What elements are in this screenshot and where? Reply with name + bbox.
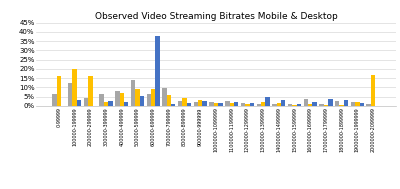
Bar [57,76,61,106]
Bar [241,103,245,106]
Bar [202,101,207,106]
Bar [261,102,265,106]
Bar [187,103,191,106]
Bar [178,101,182,106]
Bar [335,101,340,106]
Bar [210,102,214,106]
Bar [312,102,317,106]
Bar [328,99,332,106]
Bar [281,100,286,106]
Bar [304,99,308,106]
Bar [351,102,355,106]
Bar [171,104,176,106]
Bar [344,100,348,106]
Bar [355,102,360,106]
Bar [245,104,250,106]
Bar [225,101,230,106]
Bar [104,102,108,106]
Bar [135,89,140,106]
Bar [297,104,301,106]
Bar [182,98,187,106]
Bar [272,104,277,106]
Bar [250,103,254,106]
Bar [115,91,120,106]
Bar [146,94,151,106]
Bar [256,104,261,106]
Bar [234,102,238,106]
Bar [194,102,198,106]
Bar [319,104,324,106]
Bar [88,76,92,106]
Bar [155,36,160,106]
Bar [140,96,144,106]
Bar [214,103,218,106]
Bar [360,103,364,106]
Bar [366,104,371,106]
Bar [120,93,124,106]
Bar [162,88,167,106]
Bar [308,104,312,106]
Bar [324,105,328,106]
Title: Observed Video Streaming Bitrates Mobile & Desktop: Observed Video Streaming Bitrates Mobile… [95,12,337,21]
Bar [265,97,270,106]
Bar [230,103,234,106]
Bar [77,100,81,106]
Bar [52,94,57,106]
Bar [72,69,77,106]
Bar [151,89,155,106]
Bar [131,80,135,106]
Bar [124,102,128,106]
Bar [68,83,72,106]
Bar [277,103,281,106]
Bar [198,100,202,106]
Bar [371,75,375,106]
Bar [84,98,88,106]
Bar [167,95,171,106]
Bar [340,105,344,106]
Bar [218,103,222,106]
Bar [288,104,292,106]
Bar [108,101,113,106]
Bar [100,94,104,106]
Bar [292,105,297,106]
